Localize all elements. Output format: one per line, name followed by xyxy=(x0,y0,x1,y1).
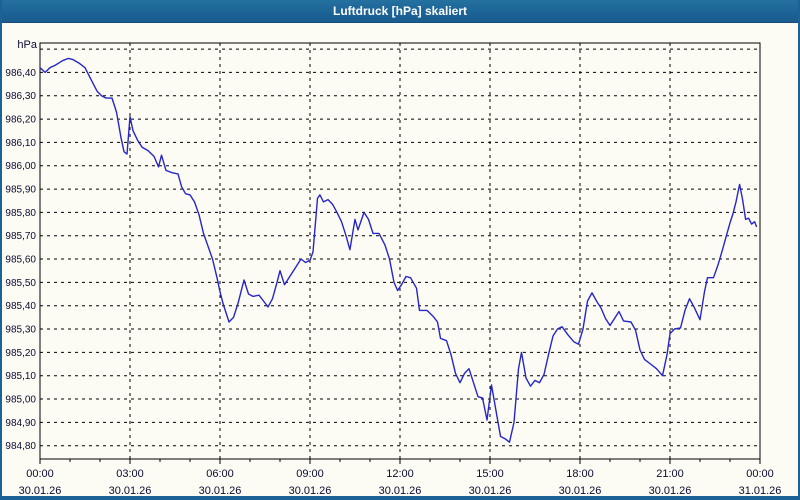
y-tick-label: 985,10 xyxy=(5,371,36,382)
x-time-label: 00:00 xyxy=(746,468,774,480)
y-tick-label: 986,40 xyxy=(5,68,36,79)
x-time-label: 00:00 xyxy=(26,468,54,480)
x-date-label: 30.01.26 xyxy=(649,485,692,497)
x-date-label: 31.01.26 xyxy=(739,485,782,497)
x-date-label: 30.01.26 xyxy=(289,485,332,497)
x-date-label: 30.01.26 xyxy=(199,485,242,497)
y-tick-label: 986,30 xyxy=(5,91,36,102)
y-tick-label: 984,90 xyxy=(5,418,36,429)
y-tick-label: 985,20 xyxy=(5,348,36,359)
x-date-label: 30.01.26 xyxy=(19,485,62,497)
x-time-label: 09:00 xyxy=(296,468,324,480)
x-time-label: 06:00 xyxy=(206,468,234,480)
pressure-series-line xyxy=(39,57,758,443)
y-tick-label: 985,80 xyxy=(5,208,36,219)
y-tick-label: 985,30 xyxy=(5,325,36,336)
y-tick-label: 985,90 xyxy=(5,185,36,196)
y-tick-label: 986,00 xyxy=(5,161,36,172)
chart-title: Luftdruck [hPa] skaliert xyxy=(332,4,468,18)
y-tick-label: 986,20 xyxy=(5,115,36,126)
x-date-label: 30.01.26 xyxy=(379,485,422,497)
title-bar: Luftdruck [hPa] skaliert xyxy=(2,0,798,23)
y-tick-label: 985,00 xyxy=(5,395,36,406)
x-time-label: 12:00 xyxy=(386,468,414,480)
x-date-label: 30.01.26 xyxy=(559,485,602,497)
x-date-label: 30.01.26 xyxy=(469,485,512,497)
x-time-label: 03:00 xyxy=(116,468,144,480)
x-time-label: 18:00 xyxy=(566,468,594,480)
y-axis-unit-label: hPa xyxy=(17,39,37,51)
x-date-label: 30.01.26 xyxy=(109,485,152,497)
x-time-label: 21:00 xyxy=(656,468,684,480)
y-tick-label: 986,10 xyxy=(5,138,36,149)
y-tick-label: 985,60 xyxy=(5,255,36,266)
plot-frame xyxy=(39,42,761,460)
y-tick-label: 985,70 xyxy=(5,231,36,242)
x-time-label: 15:00 xyxy=(476,468,504,480)
y-tick-label: 984,80 xyxy=(5,441,36,452)
y-tick-label: 985,50 xyxy=(5,278,36,289)
y-tick-label: 985,40 xyxy=(5,301,36,312)
